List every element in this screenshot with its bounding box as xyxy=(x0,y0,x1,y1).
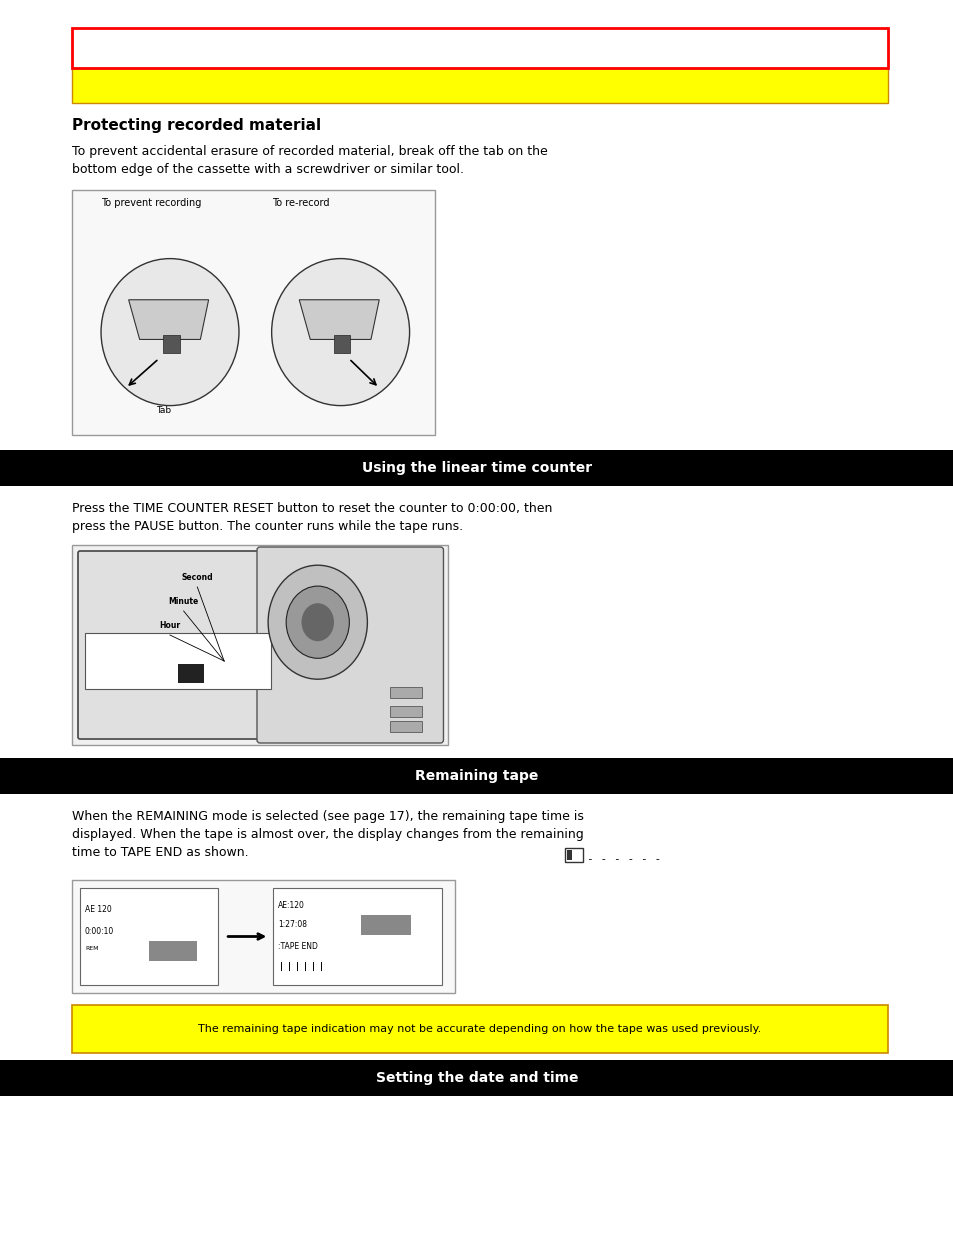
Text: To prevent accidental erasure of recorded material, break off the tab on the
bot: To prevent accidental erasure of recorde… xyxy=(71,144,547,177)
Bar xyxy=(163,335,179,353)
Bar xyxy=(71,190,435,435)
Bar xyxy=(564,848,582,862)
Bar xyxy=(71,28,887,68)
Text: 0:25 16: 0:25 16 xyxy=(177,658,205,664)
Bar xyxy=(71,545,448,745)
Text: Second: Second xyxy=(181,573,213,582)
Text: - - - - - -: - - - - - - xyxy=(586,853,660,864)
Text: Protecting recorded material: Protecting recorded material xyxy=(71,119,321,133)
Polygon shape xyxy=(129,300,209,340)
Ellipse shape xyxy=(272,258,409,405)
Bar xyxy=(0,758,953,794)
Bar xyxy=(71,68,887,103)
Text: Setting the date and time: Setting the date and time xyxy=(375,1071,578,1086)
Text: Hour: Hour xyxy=(159,621,180,630)
Text: To prevent recording: To prevent recording xyxy=(101,198,201,207)
FancyBboxPatch shape xyxy=(78,551,277,739)
Bar xyxy=(390,705,422,718)
Text: AE 120: AE 120 xyxy=(89,658,113,664)
Text: AE 120: AE 120 xyxy=(85,905,112,914)
Text: Tab: Tab xyxy=(156,405,172,415)
Bar xyxy=(85,634,271,689)
Text: :TAPE END: :TAPE END xyxy=(277,942,317,951)
Bar xyxy=(80,888,217,986)
Ellipse shape xyxy=(301,603,334,641)
Polygon shape xyxy=(299,300,379,340)
Text: When the REMAINING mode is selected (see page 17), the remaining tape time is: When the REMAINING mode is selected (see… xyxy=(71,810,583,823)
Ellipse shape xyxy=(268,566,367,679)
Bar xyxy=(566,850,572,860)
Bar xyxy=(177,663,204,683)
Bar xyxy=(149,941,197,961)
Bar xyxy=(390,721,422,732)
Text: The remaining tape indication may not be accurate depending on how the tape was : The remaining tape indication may not be… xyxy=(198,1024,760,1034)
Bar xyxy=(360,915,411,935)
Text: Using the linear time counter: Using the linear time counter xyxy=(361,461,592,475)
Text: Minute: Minute xyxy=(169,597,198,606)
Text: 1:27:08: 1:27:08 xyxy=(277,920,307,930)
Text: displayed. When the tape is almost over, the display changes from the remaining: displayed. When the tape is almost over,… xyxy=(71,827,583,841)
Bar xyxy=(71,881,455,993)
Text: 0:00:10: 0:00:10 xyxy=(85,927,114,936)
Bar xyxy=(0,450,953,487)
FancyBboxPatch shape xyxy=(256,547,443,743)
Bar xyxy=(390,687,422,698)
Text: Remaining tape: Remaining tape xyxy=(415,769,538,783)
Bar xyxy=(0,1060,953,1095)
Ellipse shape xyxy=(286,587,349,658)
Text: To re-record: To re-record xyxy=(272,198,329,207)
Ellipse shape xyxy=(101,258,239,405)
Text: Press the TIME COUNTER RESET button to reset the counter to 0:00:00, then
press : Press the TIME COUNTER RESET button to r… xyxy=(71,501,552,534)
Bar xyxy=(334,335,350,353)
Bar xyxy=(71,1005,887,1053)
Text: AE:120: AE:120 xyxy=(277,902,305,910)
Bar xyxy=(273,888,441,986)
Text: time to TAPE END as shown.: time to TAPE END as shown. xyxy=(71,846,249,860)
Text: REM: REM xyxy=(85,946,98,951)
